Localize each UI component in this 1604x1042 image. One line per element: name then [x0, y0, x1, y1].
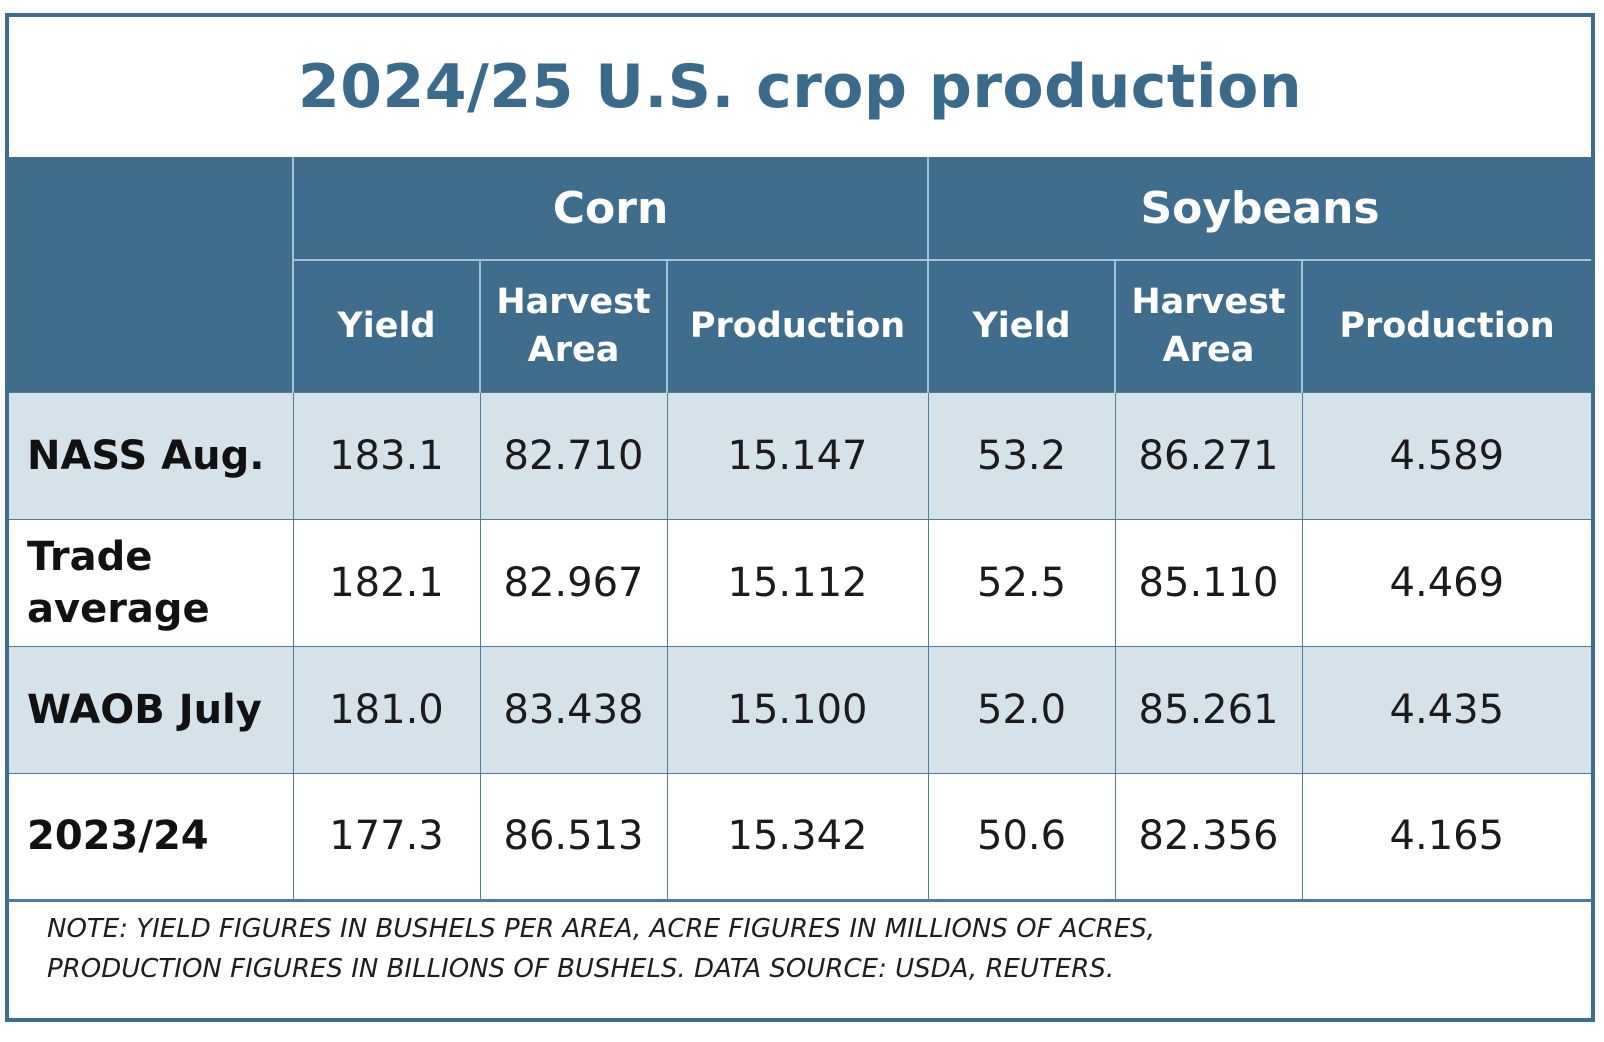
- table-cell: 182.1: [292, 518, 480, 646]
- row-label: NASS Aug.: [9, 391, 293, 519]
- table-cell: 15.100: [666, 645, 929, 773]
- header-subcolumn-row: Yield Harvest Area Production Yield Harv…: [9, 260, 1592, 392]
- table-cell: 86.271: [1114, 391, 1303, 519]
- table-cell: 85.261: [1114, 645, 1303, 773]
- row-label: Trade average: [9, 518, 293, 646]
- table-cell: 52.0: [927, 645, 1116, 773]
- table-cell: 4.589: [1301, 391, 1592, 519]
- table-cell: 50.6: [927, 772, 1116, 902]
- group-header-corn: Corn: [291, 157, 929, 261]
- table-cell: 4.469: [1301, 518, 1592, 646]
- col-header-soy-yield: Yield: [927, 260, 1116, 392]
- footnote-line-1: NOTE: YIELD FIGURES IN BUSHELS PER AREA,…: [47, 914, 1156, 944]
- table-row: NASS Aug. 183.1 82.710 15.147 53.2 86.27…: [9, 391, 1592, 519]
- table-cell: 53.2: [927, 391, 1116, 519]
- table-row: 2023/24 177.3 86.513 15.342 50.6 82.356 …: [9, 772, 1592, 902]
- table-cell: 4.435: [1301, 645, 1592, 773]
- header-group-row: Corn Soybeans: [9, 157, 1592, 392]
- group-header-soybeans: Soybeans: [927, 157, 1592, 261]
- table-cell: 15.342: [666, 772, 929, 902]
- col-header-soy-production: Production: [1301, 260, 1592, 392]
- col-header-corn-production: Production: [665, 260, 929, 392]
- table-cell: 85.110: [1114, 518, 1303, 646]
- col-header-corn-yield: Yield: [292, 260, 480, 392]
- crop-production-table: Corn Soybeans Yield Harvest Area Product…: [9, 157, 1592, 902]
- table-row: Trade average 182.1 82.967 15.112 52.5 8…: [9, 518, 1592, 646]
- table-cell: 52.5: [927, 518, 1116, 646]
- table-cell: 83.438: [479, 645, 667, 773]
- row-label: WAOB July: [9, 645, 293, 773]
- table-cell: 82.710: [479, 391, 667, 519]
- table-cell: 15.112: [666, 518, 929, 646]
- table-cell: 15.147: [666, 391, 929, 519]
- table-row: WAOB July 181.0 83.438 15.100 52.0 85.26…: [9, 645, 1592, 773]
- table-title: 2024/25 U.S. crop production: [297, 52, 1303, 122]
- col-header-corn-harvest-area: Harvest Area: [479, 260, 667, 392]
- table-cell: 86.513: [479, 772, 667, 902]
- footnote-line-2: PRODUCTION FIGURES IN BILLIONS OF BUSHEL…: [47, 954, 1115, 984]
- table-cell: 181.0: [292, 645, 480, 773]
- col-header-soy-harvest-area: Harvest Area: [1114, 260, 1303, 392]
- table-card: 2024/25 U.S. crop production Corn Soybea…: [5, 13, 1595, 1022]
- table-cell: 183.1: [292, 391, 480, 519]
- table-cell: 82.356: [1114, 772, 1303, 902]
- table-cell: 4.165: [1301, 772, 1592, 902]
- table-cell: 82.967: [479, 518, 667, 646]
- header-corner: [9, 157, 293, 392]
- row-label: 2023/24: [9, 772, 293, 902]
- table-cell: 177.3: [292, 772, 480, 902]
- footnote: NOTE: YIELD FIGURES IN BUSHELS PER AREA,…: [47, 909, 1567, 989]
